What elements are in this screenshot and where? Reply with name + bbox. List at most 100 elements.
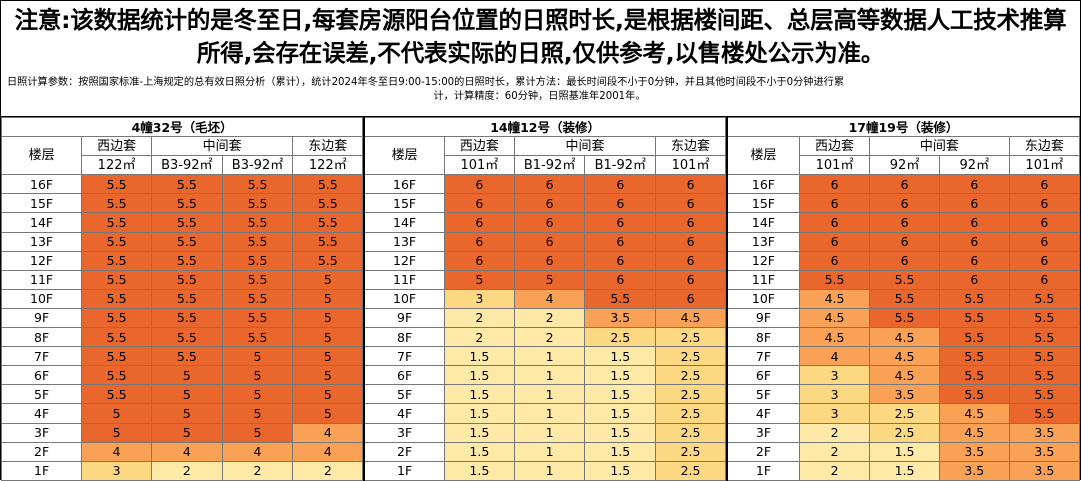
sun-hours-cell: 1 (513, 460, 586, 481)
floor-label: 4F (0, 403, 83, 424)
params-line-1: 日照计算参数：按照国家标准-上海规定的总有效日照分析（累计），统计2024年冬至… (7, 77, 845, 88)
sun-hours-cell: 5.5 (81, 269, 153, 290)
table-row: 3F 2 2.5 4.5 3.5 (725, 422, 1081, 443)
floor-label: 13F (0, 231, 83, 252)
sun-hours-cell: 6 (1008, 269, 1081, 290)
sun-hours-cell: 6 (655, 231, 726, 252)
building-tables: 4幢32号（毛坯） 楼层 西边套 中间套 东边套 122㎡ B3-92㎡ B3-92㎡ 122㎡… (0, 116, 1081, 481)
table-row: 3F 1.5 1 1.5 2.5 (363, 422, 726, 443)
sun-hours-cell: 6 (655, 269, 726, 290)
unit-size: 101㎡ (655, 155, 726, 176)
floor-label: 6F (725, 365, 800, 386)
sun-hours-cell: 5.5 (81, 384, 153, 405)
params-line-2: 计，计算精度：60分钟，日照基准年2001年。 (433, 91, 646, 102)
sun-hours-cell: 5.5 (869, 307, 940, 329)
table-row: 6F 1.5 1 1.5 2.5 (363, 365, 726, 386)
unit-size: 122㎡ (81, 155, 153, 176)
sun-hours-cell: 4.5 (938, 422, 1010, 443)
sun-hours-cell: 5.5 (221, 269, 294, 290)
table-row: 4F 3 2.5 4.5 5.5 (725, 403, 1081, 424)
sun-hours-cell: 5.5 (221, 307, 294, 329)
building-name: 14幢12号（装修） (363, 116, 727, 138)
sun-hours-cell: 6 (655, 193, 726, 214)
calc-params: 日照计算参数：按照国家标准-上海规定的总有效日照分析（累计），统计2024年冬至… (1, 73, 1080, 116)
floor-label: 13F (725, 231, 800, 252)
sun-hours-cell: 3.5 (938, 441, 1010, 462)
table-row: 15F 6 6 6 6 (363, 193, 726, 214)
table-row: 8F 5.5 5.5 5.5 5 (0, 327, 364, 348)
sun-hours-cell: 1.5 (584, 384, 657, 405)
sun-hours-cell: 2 (221, 460, 294, 481)
sun-hours-cell: 5 (221, 384, 294, 405)
sun-hours-cell: 4.5 (869, 346, 940, 367)
sun-hours-cell: 5.5 (151, 250, 223, 271)
sun-hours-cell: 6 (584, 193, 657, 214)
unit-size: 92㎡ (869, 155, 940, 176)
unit-size: 92㎡ (938, 155, 1010, 176)
table-row: 10F 5.5 5.5 5.5 5 (0, 288, 364, 309)
sun-hours-cell: 6 (584, 250, 657, 271)
sun-hours-cell: 4.5 (798, 327, 871, 348)
sun-hours-cell: 6 (443, 250, 515, 271)
sun-hours-cell: 5 (151, 422, 223, 443)
sun-hours-cell: 6 (584, 231, 657, 252)
sun-hours-cell: 5.5 (938, 288, 1010, 309)
sun-hours-cell: 6 (869, 250, 940, 271)
sun-hours-cell: 5 (292, 346, 364, 367)
sun-hours-cell: 6 (655, 250, 726, 271)
sun-hours-cell: 2.5 (584, 327, 657, 348)
floor-label: 14F (0, 212, 83, 233)
sun-hours-cell: 5.5 (81, 346, 153, 367)
unit-size: 122㎡ (292, 155, 364, 176)
floor-label: 4F (725, 403, 800, 424)
sun-hours-cell: 6 (513, 250, 586, 271)
table-row: 10F 4.5 5.5 5.5 5.5 (725, 288, 1081, 309)
sun-hours-cell: 5.5 (938, 307, 1010, 329)
sun-hours-cell: 2.5 (869, 422, 940, 443)
sun-hours-cell: 6 (655, 288, 726, 309)
sun-hours-cell: 5.5 (938, 384, 1010, 405)
sun-hours-cell: 5 (292, 327, 364, 348)
table-row: 14F 6 6 6 6 (725, 212, 1081, 233)
sun-hours-cell: 5.5 (292, 193, 364, 214)
sun-hours-cell: 6 (513, 212, 586, 233)
sun-hours-cell: 5.5 (151, 307, 223, 329)
sun-hours-cell: 1.5 (443, 384, 515, 405)
unit-group-middle: 中间套 (869, 136, 1010, 157)
sun-hours-cell: 1.5 (443, 422, 515, 443)
floor-label: 16F (0, 174, 83, 195)
sun-hours-cell: 5.5 (1008, 365, 1081, 386)
table-row: 7F 1.5 1 1.5 2.5 (363, 346, 726, 367)
floor-label: 12F (363, 250, 445, 271)
sun-hours-cell: 5 (221, 403, 294, 424)
sun-hours-cell: 2 (798, 460, 871, 481)
sun-hours-cell: 3.5 (938, 460, 1010, 481)
unit-size: B3-92㎡ (221, 155, 294, 176)
notice-banner: 注意:该数据统计的是冬至日,每套房源阳台位置的日照时长,是根据楼间距、总层高等数… (1, 1, 1080, 73)
table-row: 5F 5.5 5 5 5 (0, 384, 364, 405)
sun-hours-cell: 4.5 (655, 307, 726, 329)
table-row: 12F 6 6 6 6 (363, 250, 726, 271)
sun-hours-cell: 5.5 (221, 288, 294, 309)
sun-hours-cell: 1.5 (584, 422, 657, 443)
sun-hours-cell: 5 (292, 365, 364, 386)
sun-hours-cell: 1 (513, 384, 586, 405)
sun-hours-cell: 5.5 (221, 250, 294, 271)
sun-hours-cell: 4 (292, 441, 364, 462)
sun-hours-cell: 6 (1008, 250, 1081, 271)
sun-hours-cell: 5 (513, 269, 586, 290)
table-row: 13F 6 6 6 6 (725, 231, 1081, 252)
table-row: 16F 5.5 5.5 5.5 5.5 (0, 174, 364, 195)
sun-hours-cell: 5 (151, 365, 223, 386)
sun-hours-cell: 2 (798, 441, 871, 462)
floor-label: 10F (363, 288, 445, 309)
sun-hours-cell: 3 (443, 288, 515, 309)
floor-label: 10F (0, 288, 83, 309)
sun-hours-cell: 5.5 (292, 212, 364, 233)
sun-hours-cell: 5.5 (151, 231, 223, 252)
sun-hours-cell: 6 (798, 193, 871, 214)
sun-hours-cell: 5.5 (1008, 384, 1081, 405)
sun-hours-cell: 1 (513, 422, 586, 443)
notice-text: 注意:该数据统计的是冬至日,每套房源阳台位置的日照时长,是根据楼间距、总层高等数… (14, 6, 1067, 67)
